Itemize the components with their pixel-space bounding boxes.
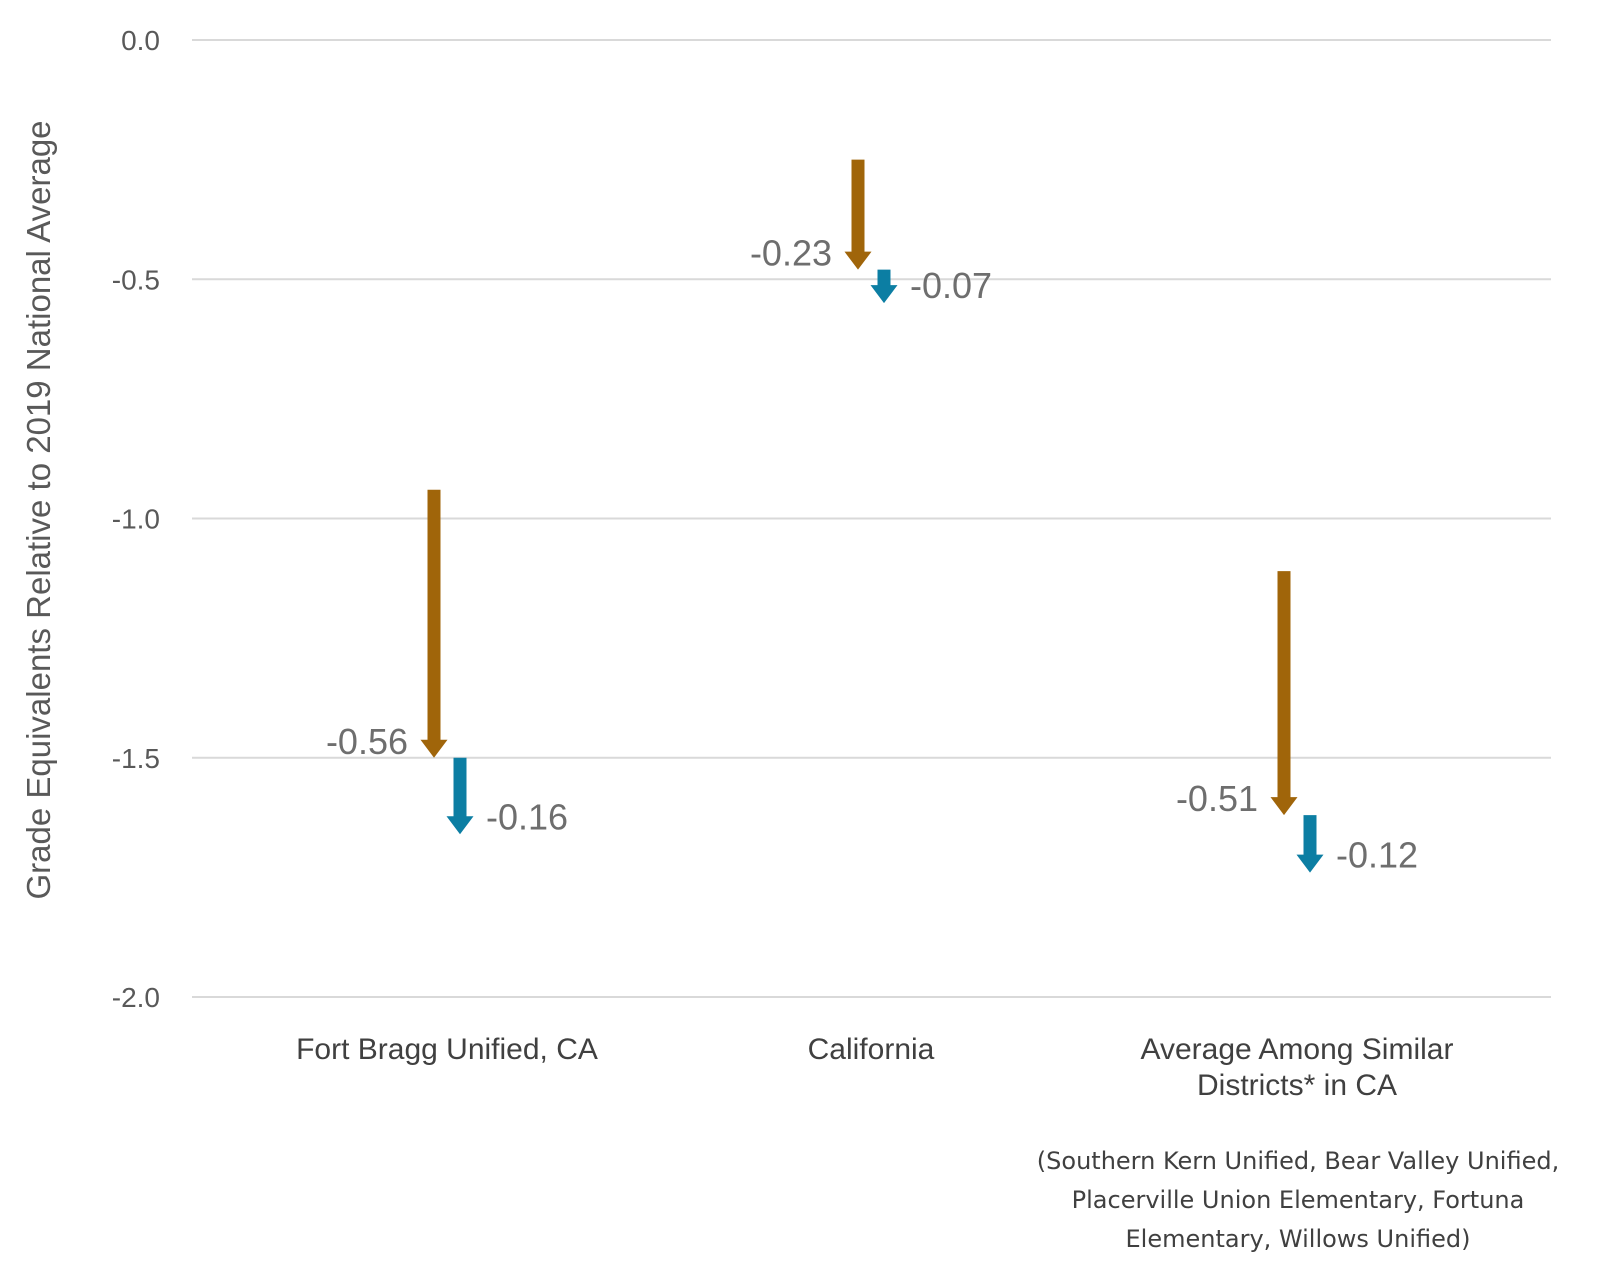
- arrow-change-label: -0.16: [486, 796, 568, 837]
- footnote: (Southern Kern Unified, Bear Valley Unif…: [1037, 1147, 1559, 1253]
- data-labels: -0.56 -0.16 -0.23 -0.07 -0.51 -0.12: [326, 233, 1418, 876]
- category-label: Average Among Similar Districts* in CA: [1141, 1033, 1454, 1102]
- change-arrow-second: [1296, 815, 1324, 873]
- arrow-change-label: -0.12: [1336, 835, 1418, 876]
- category-label-line: Fort Bragg Unified, CA: [296, 1033, 598, 1066]
- arrow-change-label: -0.56: [326, 721, 408, 762]
- category-label-line: California: [808, 1033, 935, 1066]
- change-arrow-first: [1270, 571, 1298, 816]
- category-label-line: Districts* in CA: [1197, 1069, 1397, 1102]
- category-labels: Fort Bragg Unified, CA California Average …: [296, 1033, 1453, 1102]
- y-tick-label: -1.0: [112, 504, 160, 535]
- change-arrow-first: [844, 159, 872, 270]
- y-tick-label: -1.5: [112, 743, 160, 774]
- gridlines: [192, 39, 1551, 998]
- change-arrow-second: [446, 757, 474, 835]
- footnote-line: Elementary, Willows Unified): [1126, 1225, 1471, 1253]
- category-label: Fort Bragg Unified, CA: [296, 1033, 598, 1066]
- footnote-line: Placerville Union Elementary, Fortuna: [1072, 1186, 1525, 1214]
- change-arrow-first: [420, 489, 448, 758]
- y-tick-label: -2.0: [112, 982, 160, 1013]
- change-arrow-second: [870, 269, 898, 304]
- arrow-change-label: -0.23: [750, 233, 832, 274]
- y-axis-ticks: 0.0 -0.5 -1.0 -1.5 -2.0: [112, 25, 160, 1013]
- y-tick-label: 0.0: [121, 25, 160, 56]
- arrow-change-label: -0.51: [1176, 778, 1258, 819]
- footnote-line: (Southern Kern Unified, Bear Valley Unif…: [1037, 1147, 1559, 1175]
- category-label: California: [808, 1033, 935, 1066]
- arrows: [420, 159, 1324, 873]
- y-axis-title: Grade Equivalents Relative to 2019 Natio…: [20, 120, 57, 899]
- category-label-line: Average Among Similar: [1141, 1033, 1454, 1066]
- arrow-change-label: -0.07: [910, 265, 992, 306]
- y-tick-label: -0.5: [112, 264, 160, 295]
